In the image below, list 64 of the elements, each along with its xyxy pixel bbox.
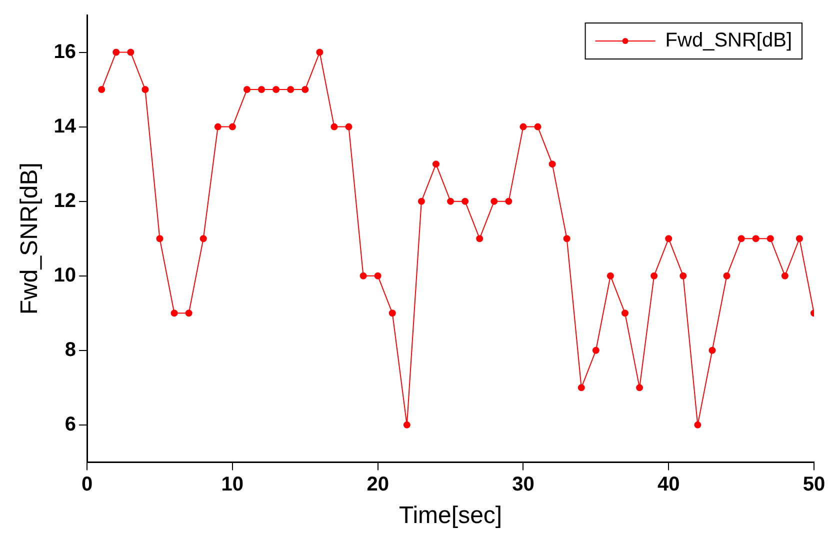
point xyxy=(534,123,542,130)
point xyxy=(243,86,250,94)
point xyxy=(680,272,687,280)
point xyxy=(752,235,760,242)
point xyxy=(665,235,672,242)
point xyxy=(621,310,628,317)
point xyxy=(636,384,644,392)
y-tick-label: 10 xyxy=(54,264,76,286)
point xyxy=(505,198,512,205)
point xyxy=(287,86,294,94)
y-axis-title: Fwd_SNR[dB] xyxy=(16,162,44,315)
legend-label: Fwd_SNR[dB] xyxy=(665,30,792,52)
point xyxy=(142,86,149,94)
point xyxy=(200,235,207,242)
point xyxy=(388,310,396,317)
point xyxy=(374,272,382,280)
point xyxy=(330,123,338,130)
y-tick-label: 6 xyxy=(64,413,76,436)
point xyxy=(548,160,556,168)
x-tick-label: 40 xyxy=(657,474,680,496)
point xyxy=(563,235,570,242)
x-tick-label: 30 xyxy=(512,474,534,496)
point xyxy=(302,86,309,94)
point xyxy=(112,48,120,56)
point xyxy=(490,198,498,205)
point xyxy=(694,421,702,428)
y-tick-label: 12 xyxy=(54,190,76,212)
point xyxy=(228,123,236,130)
point xyxy=(214,123,222,130)
point xyxy=(796,235,803,242)
point xyxy=(766,235,774,242)
point xyxy=(156,235,164,242)
y-tick-label: 14 xyxy=(54,115,77,138)
x-tick-label: 50 xyxy=(802,474,826,496)
point xyxy=(723,272,730,280)
point xyxy=(360,272,367,280)
point xyxy=(258,86,266,94)
point xyxy=(418,198,425,205)
point xyxy=(738,235,745,242)
point xyxy=(520,123,527,130)
point xyxy=(272,86,280,94)
point xyxy=(345,123,352,130)
point xyxy=(185,310,192,317)
y-tick-label: 16 xyxy=(54,40,76,63)
point xyxy=(578,384,585,392)
point xyxy=(606,272,614,280)
point xyxy=(403,421,410,428)
point xyxy=(127,48,134,56)
point xyxy=(98,86,106,94)
point xyxy=(708,346,716,354)
point xyxy=(316,48,324,56)
point xyxy=(432,160,440,168)
point xyxy=(781,272,788,280)
point xyxy=(447,198,454,205)
x-axis-title: Time[sec] xyxy=(398,502,502,530)
point xyxy=(170,310,178,317)
x-tick-label: 0 xyxy=(81,474,93,496)
x-tick-label: 10 xyxy=(221,474,244,496)
point xyxy=(476,235,484,242)
x-tick-label: 20 xyxy=(366,474,389,496)
point xyxy=(592,346,600,354)
point xyxy=(650,272,658,280)
y-tick-label: 8 xyxy=(64,338,76,361)
point xyxy=(462,198,469,205)
